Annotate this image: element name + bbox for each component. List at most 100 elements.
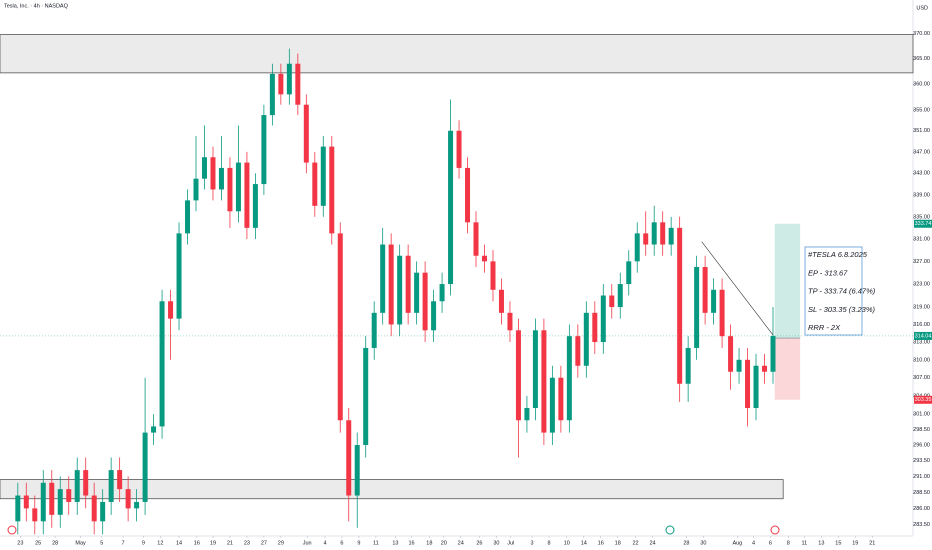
candle-body [728,336,734,372]
zone [0,479,784,500]
candle-body [66,489,72,502]
candle-body [770,335,776,372]
candle-body [448,130,454,285]
candle-body [380,244,386,313]
target-zone [774,223,801,339]
y-tick-label: 365.00 [913,56,930,62]
x-tick-label: 30 [493,540,499,546]
x-tick-label: 24 [649,540,655,546]
y-tick-label: 283.50 [913,522,930,528]
candle-body [422,272,428,331]
candle-body [159,301,165,427]
annotation-line: RRR - 2X [808,323,841,332]
event-icon [770,525,780,535]
y-tick-label: 347.00 [913,149,930,155]
candle-body [337,233,343,421]
x-tick-label: 5 [100,540,103,546]
y-tick-label: 288.50 [913,490,930,496]
candle-body [507,312,513,331]
price-tag-label: 303.35 [915,397,932,403]
candle-body [312,162,318,206]
candle-body [431,301,437,331]
x-tick-label: 21 [869,540,875,546]
x-tick-label: 19 [852,540,858,546]
y-tick-label: 316.00 [913,322,930,328]
x-tick-label: 18 [615,540,621,546]
x-tick-label: 28 [683,540,689,546]
x-tick-label: 23 [17,540,23,546]
candle-body [609,295,615,308]
candle-body [405,255,411,313]
candle-body [91,495,97,522]
y-tick-label: 319.00 [913,304,930,310]
candle-body [134,501,140,509]
zone [0,34,914,74]
candle-body [736,359,742,372]
candle-body [762,365,768,372]
candle-body [541,330,547,433]
x-tick-label: 8 [787,540,790,546]
x-tick-label: 16 [408,540,414,546]
x-tick-label: 7 [122,540,125,546]
x-tick-label: 4 [752,540,755,546]
candle-body [668,227,674,245]
candle-body [677,227,683,384]
y-tick-label: 301.00 [913,412,930,418]
x-tick-label: 14 [581,540,587,546]
candle-body [397,255,403,325]
candle-body [490,261,496,290]
candle-body [261,115,267,185]
x-tick-label: 11 [373,540,379,546]
candle-body [269,73,275,116]
candle-body [558,377,564,421]
candle-body [600,295,606,343]
y-tick-label: 370.00 [913,31,930,37]
y-tick-label: 339.00 [913,192,930,198]
x-tick-label: 13 [392,540,398,546]
candle-body [414,272,420,313]
y-tick-label: 343.00 [913,171,930,177]
x-tick-label: 16 [598,540,604,546]
x-tick-label: 12 [157,540,163,546]
candle-body [532,330,538,409]
candle-body [363,347,369,446]
y-tick-label: 323.00 [913,282,930,288]
x-tick-label: 21 [227,540,233,546]
y-tick-label: 360.00 [913,82,930,88]
x-tick-label: 28 [52,540,58,546]
y-tick-label: 293.50 [913,458,930,464]
candle-body [354,445,360,496]
y-tick-label: 351.00 [913,128,930,134]
candle-body [694,267,700,348]
candle-body [456,130,462,168]
x-tick-label: 22 [632,540,638,546]
x-tick-label: 6 [769,540,772,546]
candle-body [108,470,114,502]
x-tick-label: 10 [564,540,570,546]
candle-body [745,359,751,409]
annotation-line: TP - 333.74 (6.47%) [808,287,876,296]
candle-body [515,330,521,421]
x-tick-label: 20 [441,540,447,546]
y-tick-label: 327.00 [913,259,930,265]
y-tick-label: 307.00 [913,375,930,381]
annotation-line: #TESLA 6.8.2025 [808,250,868,259]
x-tick-label: 18 [426,540,432,546]
price-tag [914,219,932,228]
candle-body [15,495,21,522]
y-tick-label: 291.00 [913,474,930,480]
candle-body [346,420,352,496]
candle-body [524,408,530,421]
plot [0,34,914,535]
y-tick-label: 355.00 [913,107,930,113]
candle-body [617,284,623,308]
y-tick-label: 331.00 [913,236,930,242]
candle-body [329,146,335,234]
candle-body [651,222,657,245]
price-tag [914,331,932,340]
candle-body [320,146,326,206]
candle-body [218,167,224,190]
candle-body [660,222,666,245]
candle-body [57,489,63,515]
